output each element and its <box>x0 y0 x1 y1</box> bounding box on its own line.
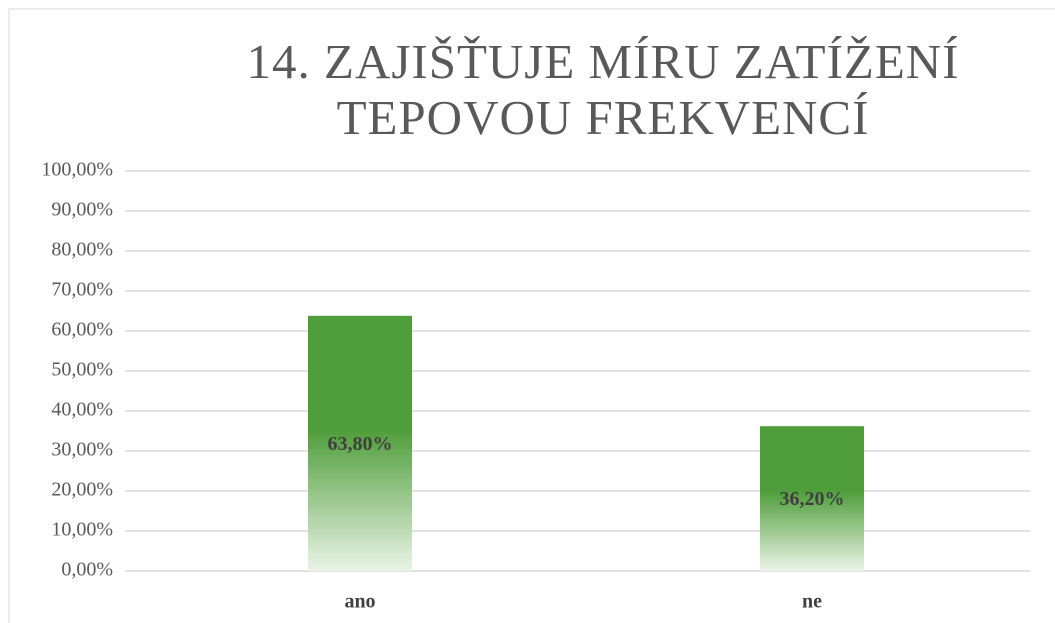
data-label: 63,80% <box>328 433 393 455</box>
y-tick-label: 30,00% <box>51 439 113 461</box>
chart-title: 14. ZAJIŠŤUJE MÍRU ZATÍŽENÍ TEPOVOU FREK… <box>246 34 960 145</box>
x-tick-label: ne <box>802 591 822 613</box>
y-tick-label: 80,00% <box>51 239 113 261</box>
y-tick-label: 50,00% <box>51 359 113 381</box>
bar <box>760 426 864 571</box>
y-tick-label: 20,00% <box>51 479 113 501</box>
y-tick-label: 70,00% <box>51 279 113 301</box>
y-tick-label: 90,00% <box>51 199 113 221</box>
x-tick-label: ano <box>344 591 375 613</box>
y-tick-label: 0,00% <box>61 559 113 581</box>
y-tick-label: 10,00% <box>51 519 113 541</box>
bar <box>308 315 412 571</box>
data-label: 36,20% <box>780 488 845 510</box>
y-tick-label: 40,00% <box>51 399 113 421</box>
chart-border <box>8 8 1055 623</box>
y-tick-label: 100,00% <box>41 159 113 181</box>
y-tick-label: 60,00% <box>51 319 113 341</box>
